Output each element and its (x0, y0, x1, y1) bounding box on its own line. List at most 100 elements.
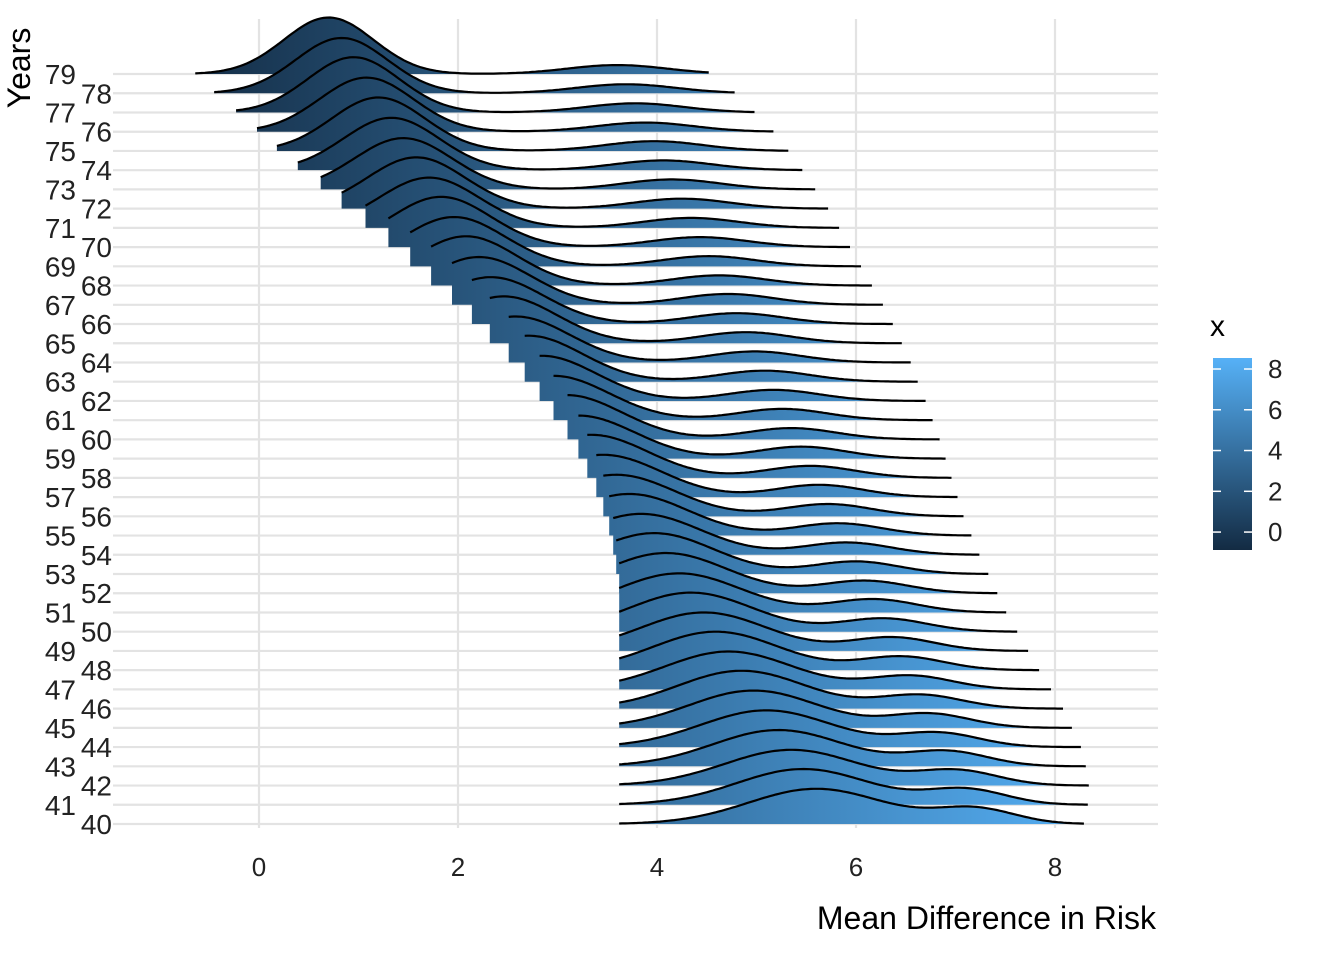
ridge-43 (619, 728, 1086, 768)
ridge-fill (619, 749, 1089, 786)
legend: x 0 2 4 6 8 (1210, 310, 1282, 550)
ridge-59 (578, 414, 946, 460)
y-tick-label: 74 (81, 155, 112, 186)
ridge-line (619, 748, 1089, 787)
ridge-line (430, 235, 872, 287)
y-tick-label: 58 (81, 463, 112, 494)
y-tick-label: 61 (45, 405, 76, 436)
ridge-line (214, 36, 735, 94)
y-tick-label: 56 (81, 501, 112, 532)
y-tick-label: 60 (81, 424, 112, 455)
ridges (195, 16, 1089, 825)
ridge-fill (587, 434, 952, 478)
y-tick-label: 75 (45, 136, 76, 167)
ridge-line (567, 394, 940, 441)
y-tick-label: 71 (45, 213, 76, 244)
y-tick-labels: 7978777675747372717069686766656463626160… (45, 59, 112, 840)
legend-colorbar (1213, 358, 1252, 550)
ridge-line (409, 216, 861, 268)
y-tick-label: 78 (81, 78, 112, 109)
y-tick-label: 55 (45, 521, 76, 552)
y-tick-label: 67 (45, 290, 76, 321)
ridge-line (539, 354, 926, 402)
ridge-line (195, 16, 709, 75)
ridge-line (387, 195, 850, 249)
ridge-68 (430, 235, 872, 287)
ridge-fill (619, 788, 1084, 824)
ridge-line (596, 453, 958, 499)
y-tick-label: 72 (81, 194, 112, 225)
ridge-line (619, 767, 1088, 806)
y-tick-label: 76 (81, 117, 112, 148)
x-axis-title: Mean Difference in Risk (817, 900, 1157, 936)
y-tick-label: 57 (45, 482, 76, 513)
legend-tick-label: 4 (1268, 436, 1282, 466)
ridge-56 (603, 473, 964, 518)
ridge-79 (195, 16, 709, 75)
y-tick-label: 52 (81, 578, 112, 609)
ridge-line (618, 551, 998, 595)
ridge-40 (619, 787, 1084, 825)
y-tick-label: 46 (81, 694, 112, 725)
ridge-line (615, 532, 989, 575)
ridge-fill (452, 257, 883, 305)
ridge-line (608, 492, 972, 537)
y-tick-label: 47 (45, 674, 76, 705)
x-tick-label: 8 (1048, 852, 1062, 882)
y-tick-label: 66 (81, 309, 112, 340)
y-tick-label: 51 (45, 597, 76, 628)
x-tick-labels: 0 2 4 6 8 (252, 852, 1062, 882)
ridge-line (587, 433, 952, 479)
legend-tick-label: 8 (1268, 354, 1282, 384)
y-tick-label: 48 (81, 655, 112, 686)
ridge-42 (619, 748, 1089, 787)
y-tick-label: 41 (45, 790, 76, 821)
ridge-line (618, 650, 1051, 691)
ridge-line (612, 512, 980, 556)
ridge-line (619, 669, 1063, 710)
y-tick-label: 42 (81, 771, 112, 802)
y-tick-label: 70 (81, 232, 112, 263)
ridge-58 (587, 433, 952, 479)
ridge-line (619, 728, 1086, 768)
ridge-fill (431, 236, 872, 286)
ridge-line (508, 315, 911, 364)
y-tick-label: 45 (45, 713, 76, 744)
ridge-line (619, 709, 1081, 749)
y-tick-label: 43 (45, 751, 76, 782)
y-tick-label: 40 (81, 809, 112, 840)
ridge-line (341, 156, 829, 210)
ridge-line (618, 611, 1029, 652)
ridge-line (578, 414, 946, 460)
ridge-line (471, 276, 893, 326)
y-tick-label: 50 (81, 617, 112, 648)
ridge-fill (410, 217, 861, 267)
ridge-line (276, 96, 789, 152)
ridge-line (553, 374, 933, 422)
y-tick-label: 73 (45, 174, 76, 205)
ridge-line (618, 591, 1018, 633)
ridge-line (451, 255, 883, 306)
ridge-line (364, 176, 840, 229)
x-tick-label: 4 (650, 852, 664, 882)
y-tick-label: 44 (81, 732, 112, 763)
y-tick-label: 62 (81, 386, 112, 417)
ridge-line (256, 76, 774, 133)
y-tick-label: 63 (45, 367, 76, 398)
y-tick-label: 49 (45, 636, 76, 667)
ridge-67 (451, 255, 883, 306)
legend-tick-label: 0 (1268, 517, 1282, 547)
ridge-line (297, 116, 803, 172)
ridge-fill (619, 769, 1088, 805)
y-tick-label: 54 (81, 540, 112, 571)
ridge-line (619, 787, 1084, 825)
ridge-line (524, 334, 918, 383)
x-tick-label: 6 (849, 852, 863, 882)
ridge-fill (603, 474, 964, 517)
ridge-fill (596, 454, 958, 498)
ridge-57 (596, 453, 958, 499)
legend-title: x (1210, 310, 1225, 343)
y-tick-label: 68 (81, 271, 112, 302)
legend-tick-label: 2 (1268, 476, 1282, 506)
